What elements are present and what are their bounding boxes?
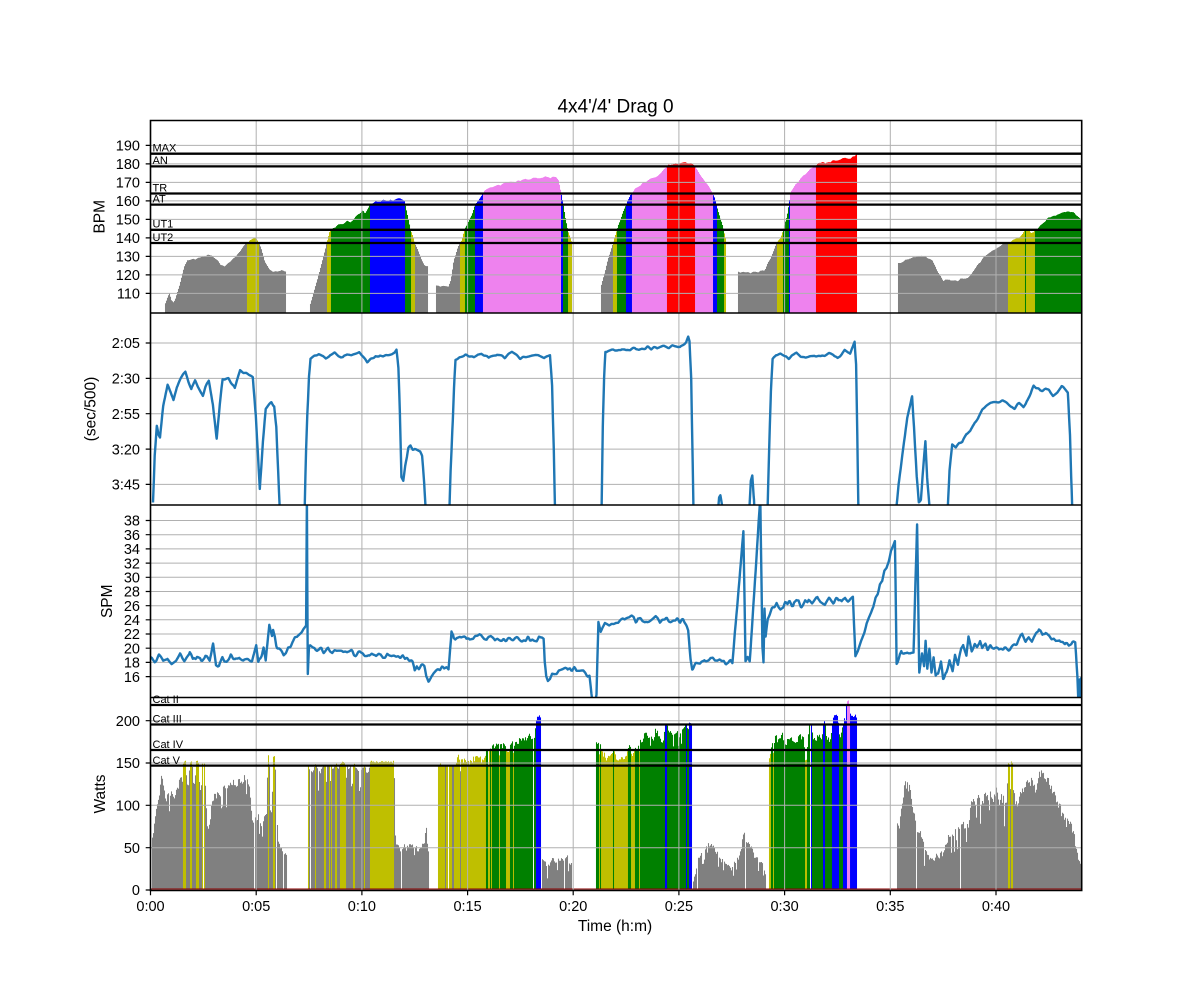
svg-text:0: 0 <box>132 883 140 899</box>
svg-text:Watts: Watts <box>92 774 109 813</box>
svg-text:26: 26 <box>124 599 140 615</box>
svg-text:(sec/500): (sec/500) <box>83 377 100 442</box>
svg-text:0:10: 0:10 <box>348 899 376 915</box>
svg-text:140: 140 <box>116 231 140 247</box>
svg-text:0:05: 0:05 <box>242 899 270 915</box>
svg-text:2:05: 2:05 <box>112 336 140 352</box>
svg-text:0:25: 0:25 <box>665 899 693 915</box>
svg-text:SPM: SPM <box>99 584 116 618</box>
svg-text:28: 28 <box>124 585 140 601</box>
svg-text:18: 18 <box>124 656 140 672</box>
svg-text:BPM: BPM <box>92 200 109 234</box>
svg-text:120: 120 <box>116 268 140 284</box>
svg-text:AT: AT <box>153 193 167 205</box>
svg-text:AN: AN <box>153 155 168 167</box>
svg-text:34: 34 <box>124 542 140 558</box>
svg-text:16: 16 <box>124 670 140 686</box>
svg-text:0:35: 0:35 <box>876 899 904 915</box>
svg-text:150: 150 <box>116 213 140 229</box>
svg-text:0:15: 0:15 <box>453 899 481 915</box>
svg-text:UT2: UT2 <box>153 232 174 244</box>
svg-text:170: 170 <box>116 176 140 192</box>
svg-text:Cat IV: Cat IV <box>153 739 184 751</box>
svg-text:110: 110 <box>117 287 140 303</box>
svg-text:0:00: 0:00 <box>136 899 164 915</box>
svg-text:MAX: MAX <box>153 143 178 155</box>
svg-text:22: 22 <box>124 627 140 643</box>
svg-text:TR: TR <box>153 182 168 194</box>
svg-text:0:20: 0:20 <box>559 899 587 915</box>
svg-text:160: 160 <box>116 194 140 210</box>
svg-text:20: 20 <box>124 641 140 657</box>
svg-text:3:45: 3:45 <box>112 478 140 494</box>
svg-text:4x4'/4' Drag 0: 4x4'/4' Drag 0 <box>557 97 673 118</box>
svg-text:100: 100 <box>116 799 140 815</box>
svg-text:Cat III: Cat III <box>153 714 182 726</box>
svg-text:130: 130 <box>116 250 140 266</box>
svg-text:30: 30 <box>124 570 140 586</box>
svg-text:Cat V: Cat V <box>153 755 181 767</box>
svg-text:2:30: 2:30 <box>112 372 140 388</box>
svg-text:32: 32 <box>124 556 140 572</box>
svg-text:0:30: 0:30 <box>770 899 798 915</box>
svg-text:0:40: 0:40 <box>982 899 1010 915</box>
svg-text:36: 36 <box>124 528 140 544</box>
svg-text:200: 200 <box>116 714 140 730</box>
svg-text:24: 24 <box>124 613 140 629</box>
svg-text:38: 38 <box>124 514 140 530</box>
svg-text:50: 50 <box>124 841 140 857</box>
svg-text:UT1: UT1 <box>153 219 174 231</box>
svg-text:3:20: 3:20 <box>112 442 140 458</box>
svg-text:2:55: 2:55 <box>112 407 140 423</box>
svg-text:Cat II: Cat II <box>153 694 179 706</box>
svg-text:190: 190 <box>116 139 140 155</box>
svg-text:150: 150 <box>116 756 140 772</box>
svg-text:Time (h:m): Time (h:m) <box>578 918 652 935</box>
svg-text:180: 180 <box>116 157 140 173</box>
